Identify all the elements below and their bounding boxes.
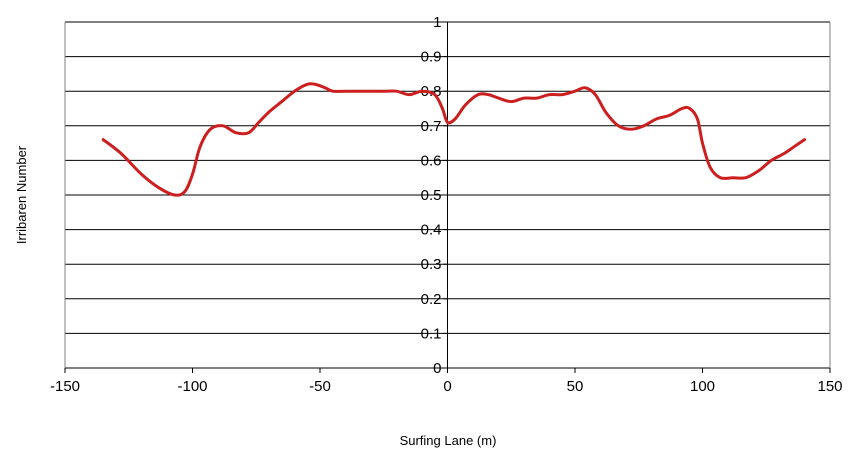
data-point — [257, 121, 260, 124]
data-point — [744, 176, 748, 179]
data-point — [573, 90, 577, 93]
y-tick-label: 0.2 — [421, 291, 442, 308]
x-tick-label: 100 — [690, 378, 715, 395]
y-tick-label: 0.6 — [421, 152, 442, 169]
data-point — [395, 90, 398, 93]
series-group — [101, 82, 806, 197]
data-point — [158, 186, 161, 190]
data-point — [604, 110, 607, 114]
data-point — [510, 100, 513, 103]
y-tick-label: 0.1 — [421, 325, 442, 342]
data-point — [642, 124, 646, 128]
data-point — [708, 166, 712, 169]
data-point — [267, 110, 271, 114]
y-tick-label: 0.5 — [421, 187, 442, 204]
data-point — [446, 121, 449, 124]
data-point — [280, 100, 283, 103]
data-point — [331, 90, 334, 93]
data-point — [696, 117, 699, 121]
y-tick-label: 1 — [433, 14, 441, 31]
y-axis-title: Irribaren Number — [14, 145, 29, 244]
data-point — [594, 93, 597, 96]
x-tick-label: -50 — [309, 378, 331, 395]
data-point — [140, 173, 143, 176]
data-point — [561, 93, 564, 96]
data-point — [770, 159, 773, 162]
data-point — [535, 96, 538, 100]
data-point — [369, 90, 373, 93]
y-tick-label: 0.7 — [421, 118, 442, 135]
y-tick-label: 0 — [433, 360, 441, 377]
data-point — [548, 93, 551, 96]
data-point — [793, 145, 796, 148]
x-tick-label: 150 — [817, 378, 842, 395]
data-point — [183, 190, 187, 193]
data-point — [433, 93, 436, 96]
data-point — [119, 152, 123, 155]
x-tick-label: -100 — [177, 378, 207, 395]
data-point — [453, 117, 457, 121]
data-point — [731, 176, 735, 179]
x-tick-label: 0 — [443, 378, 451, 395]
data-point — [247, 131, 250, 134]
data-point — [584, 86, 587, 89]
data-point — [234, 131, 238, 134]
data-point — [191, 173, 194, 176]
data-point — [408, 93, 411, 96]
data-point — [344, 90, 347, 93]
data-point — [719, 176, 722, 179]
data-point — [382, 90, 385, 93]
data-point — [293, 90, 296, 93]
data-point — [102, 138, 105, 141]
data-point — [420, 90, 424, 93]
data-point — [782, 152, 786, 155]
x-tick-label: -150 — [50, 378, 80, 395]
data-point — [680, 107, 684, 110]
data-point — [629, 128, 633, 131]
data-point — [497, 96, 500, 100]
y-tick-label: 0.9 — [421, 49, 442, 66]
data-point — [313, 83, 317, 86]
data-point — [464, 103, 467, 107]
data-point — [441, 107, 444, 110]
y-tick-label: 0.3 — [421, 256, 442, 273]
x-axis-ticks: -150 -100 -50 0 50 100 150 — [50, 368, 843, 395]
data-point — [323, 86, 327, 89]
data-point — [655, 117, 658, 121]
x-axis-title: Surfing Lane (m) — [400, 433, 497, 448]
y-axis-ticks: 00.10.20.30.40.50.60.70.80.91 — [421, 14, 448, 377]
data-point — [198, 145, 202, 148]
data-point — [476, 93, 480, 96]
x-tick-label: 50 — [567, 378, 584, 395]
data-point — [487, 93, 490, 96]
data-point — [306, 83, 309, 86]
data-point — [668, 114, 671, 117]
data-point — [688, 107, 691, 110]
data-point — [803, 138, 806, 141]
data-point — [209, 128, 212, 131]
data-point — [357, 90, 360, 93]
data-point — [522, 96, 526, 100]
data-point — [221, 124, 225, 128]
data-point — [757, 169, 760, 172]
data-point — [617, 124, 620, 128]
data-point — [701, 141, 704, 145]
y-tick-label: 0.4 — [421, 222, 442, 239]
data-point — [173, 193, 176, 197]
